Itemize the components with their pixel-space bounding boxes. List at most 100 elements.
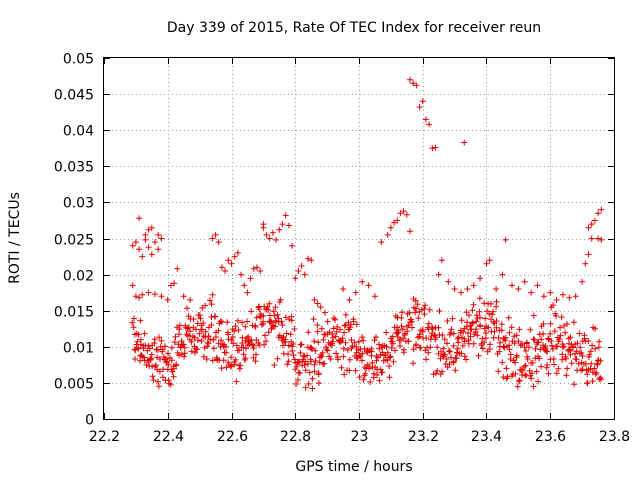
data-point: [390, 358, 397, 365]
data-point: [516, 377, 523, 384]
data-point: [152, 291, 158, 298]
data-point: [272, 323, 278, 330]
data-point: [591, 365, 598, 372]
data-point: [555, 365, 562, 372]
data-point: [407, 76, 413, 83]
data-point: [424, 344, 430, 351]
data-point: [261, 341, 268, 348]
data-point: [250, 265, 257, 272]
data-point: [598, 376, 604, 383]
data-point: [233, 342, 240, 349]
data-point: [422, 302, 429, 309]
data-point: [493, 298, 500, 305]
data-point: [503, 365, 510, 372]
data-point: [378, 239, 385, 246]
data-point: [181, 353, 188, 360]
data-point: [256, 306, 263, 313]
data-point: [407, 228, 413, 235]
data-point: [199, 326, 205, 333]
data-point: [444, 340, 450, 347]
data-point: [391, 219, 398, 226]
data-point: [516, 326, 523, 333]
data-point: [282, 314, 289, 321]
data-point: [559, 356, 566, 363]
data-point: [563, 372, 570, 379]
data-point: [194, 320, 201, 327]
data-point: [562, 353, 569, 360]
data-point: [282, 339, 289, 345]
data-point: [367, 379, 374, 385]
data-point: [371, 293, 378, 300]
data-point: [469, 319, 476, 326]
data-point: [270, 308, 277, 315]
data-point: [554, 343, 561, 350]
data-point: [291, 326, 298, 332]
data-point: [384, 349, 391, 356]
data-point: [535, 339, 542, 346]
data-point: [409, 324, 416, 331]
data-point: [446, 348, 453, 355]
data-point: [282, 212, 289, 219]
data-point: [250, 354, 257, 361]
data-point: [592, 371, 599, 378]
y-tick-label: 0: [85, 413, 94, 429]
data-point: [473, 312, 480, 319]
y-tick-label: 0.015: [54, 305, 94, 321]
data-point: [394, 217, 401, 224]
data-point: [241, 282, 248, 289]
data-point: [211, 313, 218, 320]
data-point: [285, 222, 292, 229]
data-point: [287, 331, 294, 338]
data-point: [551, 361, 558, 368]
data-point: [297, 349, 304, 356]
y-tick-label: 0.005: [54, 377, 94, 393]
data-point: [427, 344, 434, 351]
data-point: [404, 328, 411, 335]
data-point: [475, 352, 482, 359]
x-tick-label: 22.4: [153, 429, 184, 445]
data-point: [272, 318, 279, 325]
data-point: [215, 340, 222, 347]
data-point: [429, 145, 436, 152]
data-point: [524, 356, 531, 362]
data-point: [266, 300, 273, 307]
data-point: [596, 338, 603, 345]
data-point: [135, 345, 142, 352]
data-point: [332, 316, 339, 323]
data-point: [334, 324, 341, 330]
data-point: [315, 339, 322, 346]
data-point: [231, 328, 238, 334]
data-point: [174, 265, 181, 272]
data-point: [450, 358, 457, 365]
data-point: [432, 144, 439, 151]
data-point: [550, 302, 557, 309]
data-point: [337, 338, 344, 345]
data-point: [309, 385, 316, 392]
data-point: [589, 342, 596, 349]
data-point: [564, 321, 570, 327]
data-point: [587, 348, 594, 355]
data-point: [293, 363, 300, 370]
data-point: [322, 309, 328, 316]
data-point: [519, 367, 526, 374]
data-point: [142, 231, 149, 238]
data-point: [394, 324, 400, 331]
data-point: [239, 340, 246, 346]
data-point: [588, 360, 595, 367]
data-point: [423, 335, 430, 341]
data-point: [588, 235, 595, 242]
data-point: [374, 372, 381, 378]
data-point: [195, 337, 201, 344]
data-point: [155, 231, 162, 238]
data-point: [540, 330, 547, 337]
data-point: [351, 339, 358, 346]
data-point: [509, 282, 515, 289]
data-point: [397, 210, 404, 217]
data-point: [506, 346, 513, 353]
data-point: [304, 360, 311, 367]
data-point: [379, 369, 386, 376]
data-point: [515, 338, 522, 345]
data-point: [538, 336, 545, 343]
data-point: [333, 328, 340, 335]
data-point: [224, 319, 231, 326]
